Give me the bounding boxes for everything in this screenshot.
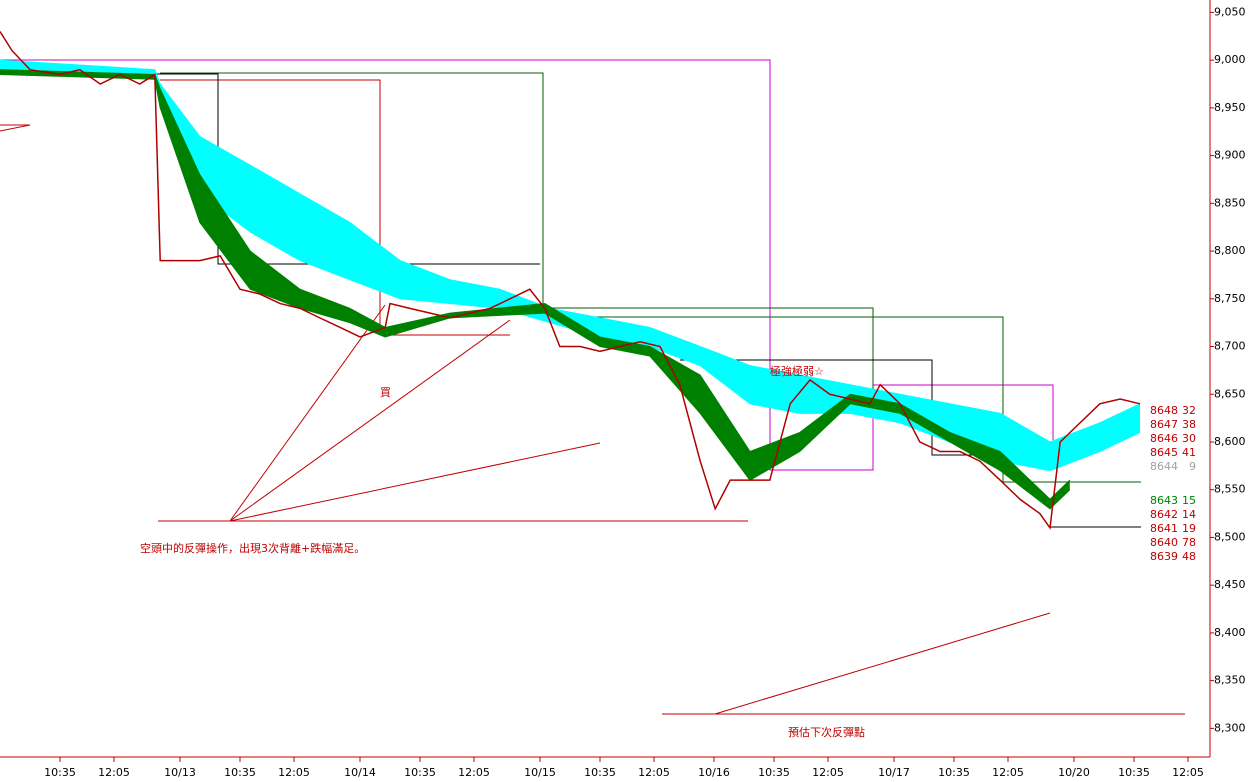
- quote-price: 8644: [1150, 460, 1178, 473]
- x-tick-label: 10:35: [224, 766, 256, 779]
- quote-volume: 30: [1182, 432, 1196, 445]
- y-tick-label: 8,550: [1214, 483, 1246, 496]
- x-tick-label: 10/20: [1058, 766, 1090, 779]
- x-tick-label: 10:35: [584, 766, 616, 779]
- box-line: [550, 316, 1141, 483]
- x-tick-label: 12:05: [638, 766, 670, 779]
- y-tick-label: 8,900: [1214, 149, 1246, 162]
- quote-volume: 14: [1182, 508, 1196, 521]
- y-tick-label: 8,400: [1214, 626, 1246, 639]
- quote-price: 8643: [1150, 494, 1178, 507]
- band-fill: [0, 60, 1140, 471]
- y-tick-label: 8,600: [1214, 435, 1246, 448]
- x-tick-label: 12:05: [98, 766, 130, 779]
- x-tick-label: 10:35: [758, 766, 790, 779]
- box-line: [0, 59, 1054, 471]
- y-tick-label: 8,450: [1214, 578, 1246, 591]
- quote-volume: 15: [1182, 494, 1196, 507]
- plot: [0, 31, 1141, 530]
- y-tick-label: 8,500: [1214, 530, 1246, 543]
- x-tick-label: 12:05: [278, 766, 310, 779]
- annotation: 極強極弱☆: [770, 364, 824, 378]
- y-tick-label: 8,800: [1214, 244, 1246, 257]
- quote-volume: 19: [1182, 522, 1196, 535]
- quote-price: 8642: [1150, 508, 1178, 521]
- trend-line: [229, 442, 601, 522]
- band-lower: [0, 73, 1071, 510]
- x-tick-label: 12:05: [812, 766, 844, 779]
- quote-price: 8640: [1150, 536, 1178, 549]
- trend-line: [714, 612, 1051, 715]
- quote-price: 8641: [1150, 522, 1178, 535]
- price-line: [0, 31, 1141, 530]
- quote-price: 8647: [1150, 418, 1178, 431]
- y-tick-label: 9,000: [1214, 53, 1246, 66]
- x-tick-label: 12:05: [992, 766, 1024, 779]
- quote-volume: 78: [1182, 536, 1196, 549]
- y-tick-label: 8,750: [1214, 292, 1246, 305]
- y-tick-label: 8,350: [1214, 674, 1246, 687]
- x-tick-label: 10:35: [938, 766, 970, 779]
- annotation: 買: [380, 386, 391, 399]
- y-tick-label: 8,650: [1214, 387, 1246, 400]
- y-tick-label: 8,850: [1214, 196, 1246, 209]
- trend-line: [229, 304, 386, 522]
- band-upper: [0, 69, 1071, 500]
- quote-volume: 41: [1182, 446, 1196, 459]
- x-tick-label: 10/15: [524, 766, 556, 779]
- x-tick-label: 12:05: [1172, 766, 1204, 779]
- y-tick-label: 8,300: [1214, 721, 1246, 734]
- quote-volume: 9: [1189, 460, 1196, 473]
- x-tick-label: 10/16: [698, 766, 730, 779]
- quote-price: 8639: [1150, 550, 1178, 563]
- quote-price: 8646: [1150, 432, 1178, 445]
- y-tick-label: 9,050: [1214, 5, 1246, 18]
- y-tick-label: 8,700: [1214, 340, 1246, 353]
- x-tick-label: 10/14: [344, 766, 376, 779]
- quote-price: 8648: [1150, 404, 1178, 417]
- x-tick-label: 10/17: [878, 766, 910, 779]
- quote-volume: 32: [1182, 404, 1196, 417]
- trend-line: [229, 319, 511, 522]
- annotation: 預估下次反彈點: [788, 725, 865, 739]
- quote-price: 8645: [1150, 446, 1178, 459]
- annotation: 空頭中的反彈操作，出現3次背離+跌幅滿足。: [140, 541, 365, 555]
- quote-volume: 38: [1182, 418, 1196, 431]
- trend-line: [0, 124, 31, 132]
- x-tick-label: 10:35: [1118, 766, 1150, 779]
- band-upper: [0, 59, 1141, 443]
- x-tick-label: 10:35: [44, 766, 76, 779]
- y-tick-label: 8,950: [1214, 101, 1246, 114]
- x-tick-label: 12:05: [458, 766, 490, 779]
- box-line: [160, 79, 510, 336]
- x-tick-label: 10/13: [164, 766, 196, 779]
- x-tick-label: 10:35: [404, 766, 436, 779]
- quote-volume: 48: [1182, 550, 1196, 563]
